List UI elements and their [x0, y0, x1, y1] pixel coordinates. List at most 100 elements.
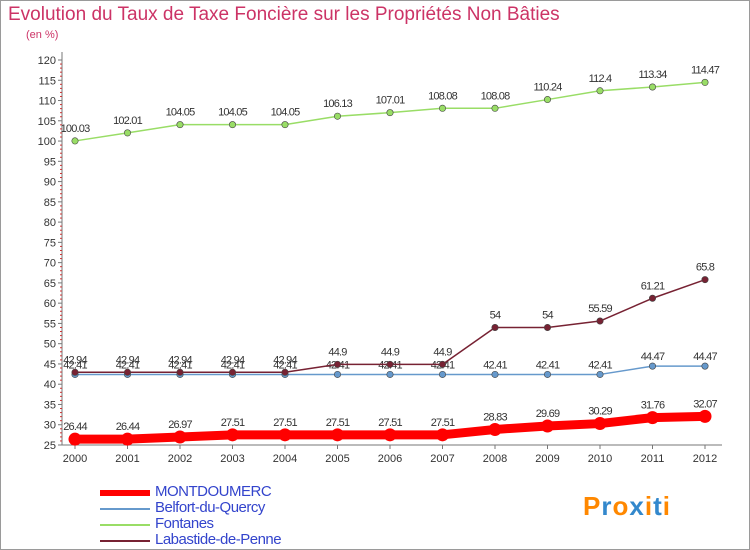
- logo-letter: t: [653, 491, 663, 521]
- y-tick-label: 95: [44, 156, 56, 168]
- data-label: 42.94: [116, 354, 140, 366]
- data-label: 54: [490, 309, 501, 321]
- data-point: [436, 428, 449, 442]
- y-tick-label: 105: [38, 116, 56, 128]
- x-tick-label: 2007: [430, 453, 454, 465]
- y-tick-label: 80: [44, 217, 56, 229]
- y-tick-label: 115: [38, 75, 56, 87]
- data-label: 108.08: [481, 90, 511, 102]
- data-label: 29.69: [536, 408, 560, 420]
- data-point: [596, 87, 604, 95]
- y-tick-label: 55: [44, 318, 56, 330]
- data-point: [71, 368, 79, 376]
- data-point: [438, 104, 446, 112]
- line-chart: 25 30 35 40 45 50 55 60 65 70 75 80 85 90 95 100 105 110 1…: [38, 52, 722, 465]
- data-label: 27.51: [221, 417, 245, 429]
- data-label: 106.13: [323, 98, 353, 110]
- data-label: 44.47: [641, 351, 665, 363]
- data-label: 44.9: [433, 346, 452, 358]
- y-tick-label: 50: [44, 339, 56, 351]
- data-label: 42.41: [483, 359, 507, 371]
- y-tick-label: 40: [44, 379, 56, 391]
- logo-letter: r: [601, 491, 613, 521]
- data-point: [438, 370, 446, 378]
- data-label: 44.9: [328, 346, 347, 358]
- data-label: 104.05: [271, 107, 301, 119]
- data-label: 26.97: [168, 419, 192, 431]
- x-tick-label: 2002: [168, 453, 192, 465]
- data-label: 104.05: [166, 107, 196, 119]
- data-label: 65.8: [696, 262, 715, 274]
- data-label: 42.41: [63, 359, 87, 371]
- y-tick-label: 100: [38, 136, 56, 148]
- unit-label: (en %): [26, 29, 59, 41]
- data-label: 42.41: [116, 359, 140, 371]
- data-label: 42.41: [588, 359, 612, 371]
- x-tick-label: 2009: [535, 453, 559, 465]
- data-label: 42.94: [273, 354, 297, 366]
- data-point: [331, 428, 344, 442]
- data-label: 108.08: [428, 90, 458, 102]
- logo-letter: o: [612, 491, 630, 521]
- data-point: [71, 137, 79, 145]
- data-point: [386, 360, 394, 368]
- data-label: 61.21: [641, 280, 665, 292]
- data-point: [648, 83, 656, 91]
- y-tick-label: 65: [44, 278, 56, 290]
- y-tick-label: 90: [44, 177, 56, 189]
- data-point: [491, 104, 499, 112]
- data-point: [229, 368, 237, 376]
- data-label: 54: [542, 309, 553, 321]
- data-label: 110.24: [533, 82, 562, 94]
- data-label: 30.29: [588, 406, 612, 418]
- data-label: 113.34: [638, 69, 667, 81]
- y-tick-label: 35: [44, 399, 56, 411]
- data-label: 44.47: [693, 351, 717, 363]
- legend-swatch: [100, 508, 150, 510]
- data-point: [541, 419, 554, 433]
- y-tick-label: 75: [44, 237, 56, 249]
- data-point: [176, 368, 184, 376]
- data-point: [543, 370, 551, 378]
- data-point: [333, 112, 341, 120]
- data-label: 104.05: [218, 107, 248, 119]
- data-point: [278, 428, 292, 442]
- data-point: [121, 432, 134, 446]
- data-label: 42.41: [221, 359, 245, 371]
- legend-swatch: [100, 540, 150, 542]
- data-label: 27.51: [273, 417, 297, 429]
- data-label: 31.76: [641, 400, 665, 412]
- data-point: [648, 294, 656, 302]
- data-label: 44.9: [381, 346, 400, 358]
- data-label: 112.4: [589, 73, 612, 85]
- y-tick-label: 25: [44, 440, 56, 452]
- data-point: [488, 422, 502, 436]
- data-point: [648, 362, 656, 370]
- y-tick-label: 45: [44, 359, 56, 371]
- data-label: 28.83: [483, 411, 507, 423]
- data-point: [226, 428, 239, 442]
- data-point: [701, 78, 709, 86]
- legend-label: MONTDOUMERC: [155, 483, 272, 500]
- data-label: 26.44: [63, 421, 87, 433]
- data-point: [386, 370, 394, 378]
- logo-letter: x: [629, 491, 645, 521]
- x-tick-label: 2003: [220, 453, 244, 465]
- y-tick-label: 70: [44, 258, 56, 270]
- data-label: 100.03: [61, 123, 91, 135]
- logo-letter: i: [644, 491, 654, 521]
- data-point: [491, 370, 499, 378]
- legend-swatch: [100, 490, 150, 496]
- x-tick-label: 2012: [693, 453, 717, 465]
- y-tick-label: 60: [44, 298, 56, 310]
- data-point: [333, 360, 341, 368]
- y-tick-label: 110: [38, 96, 56, 108]
- data-label: 42.41: [273, 359, 297, 371]
- data-point: [386, 109, 394, 117]
- legend-label: Belfort-du-Quercy: [155, 499, 265, 516]
- data-point: [333, 370, 341, 378]
- data-label: 27.51: [326, 417, 350, 429]
- x-tick-label: 2001: [115, 453, 139, 465]
- data-point: [701, 362, 709, 370]
